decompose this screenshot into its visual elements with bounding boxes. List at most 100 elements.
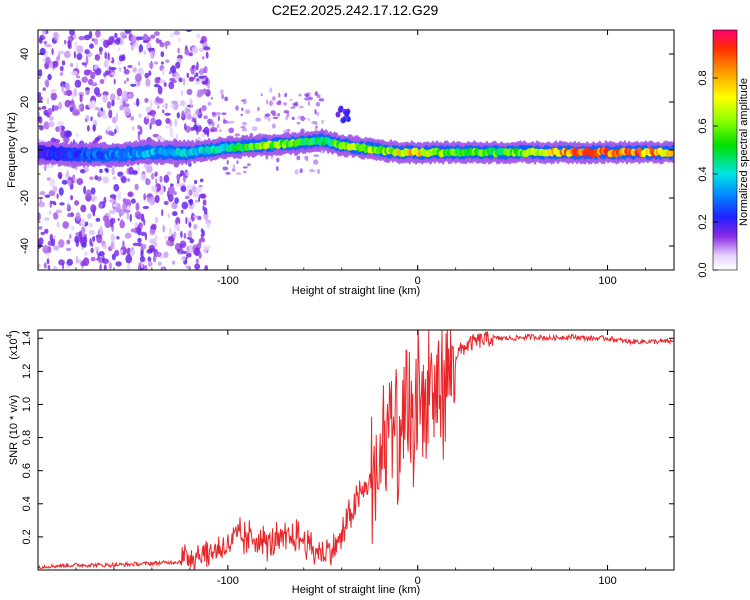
spectrogram-noise-speck <box>58 187 64 196</box>
spectrogram-noise-speck <box>269 87 273 94</box>
spectrogram-noise-speck <box>195 80 201 85</box>
spectrogram-noise-speck <box>154 194 160 204</box>
spectrogram-y-label: Frequency (Hz) <box>6 112 18 188</box>
spectrogram-noise-speck <box>90 187 96 195</box>
spectrogram-noise-speck <box>211 111 216 116</box>
spectrogram-noise-speck <box>62 221 69 229</box>
spectrogram-noise-speck <box>203 66 208 74</box>
snr-plot-area <box>38 330 674 570</box>
spectrogram-noise-speck <box>45 79 50 88</box>
spectrogram-noise-speck <box>194 263 201 270</box>
y-tick-label: -20 <box>19 190 31 206</box>
spectrogram-noise-speck <box>95 30 101 38</box>
spectrogram-noise-speck <box>160 51 165 58</box>
spectrogram-noise-speck <box>138 61 141 66</box>
spectrogram-noise-speck <box>178 36 181 43</box>
spectrogram-noise-speck <box>202 245 208 254</box>
spectrogram-noise-speck <box>207 84 210 89</box>
spectrogram-noise-speck <box>195 199 199 203</box>
spectrogram-noise-speck <box>81 76 88 83</box>
spectrogram-noise-speck <box>199 107 202 114</box>
y-tick-label: 1.4 <box>21 331 33 346</box>
spectrogram-noise-speck <box>122 240 125 250</box>
spectrogram-noise-speck <box>85 221 89 227</box>
spectrogram-noise-speck <box>147 261 153 267</box>
spectrogram-noise-speck <box>142 205 149 210</box>
spectrogram-noise-speck <box>171 64 175 71</box>
spectrogram-noise-speck <box>278 92 281 98</box>
spectrogram-noise-speck <box>43 30 46 37</box>
spectrogram-noise-speck <box>75 133 79 137</box>
spectrogram-noise-speck <box>44 194 51 198</box>
spectrogram-noise-speck <box>53 105 59 111</box>
spectrogram-noise-speck <box>118 67 122 72</box>
spectrogram-noise-speck <box>271 123 276 129</box>
x-tick-label: -100 <box>217 275 239 287</box>
spectrogram-noise-speck <box>83 235 88 245</box>
spectrogram-noise-speck <box>148 70 152 76</box>
spectrogram-noise-speck <box>149 228 156 236</box>
snr-multiplier-close: ) <box>8 330 20 334</box>
snr-series <box>38 330 674 570</box>
spectrogram-noise-speck <box>173 231 177 238</box>
spectrogram-noise-speck <box>45 56 51 64</box>
spectrogram-noise-speck <box>177 248 181 253</box>
spectrogram-noise-speck <box>38 69 43 77</box>
spectrogram-noise-speck <box>158 98 164 104</box>
spectrogram-noise-speck <box>162 68 165 76</box>
spectrogram-noise-speck <box>184 123 187 131</box>
spectrogram-noise-speck <box>123 69 130 75</box>
spectrogram-noise-speck <box>48 121 55 127</box>
spectrogram-noise-speck <box>232 164 236 170</box>
spectrogram-noise-speck <box>299 105 304 109</box>
spectrogram-noise-speck <box>108 261 112 270</box>
spectrogram-noise-speck <box>316 101 319 106</box>
spectrogram-noise-speck <box>185 125 191 133</box>
spectrogram-noise-speck <box>234 133 241 137</box>
spectrogram-noise-speck <box>175 72 180 80</box>
spectrogram-noise-speck <box>267 117 271 122</box>
spectrogram-noise-speck <box>152 254 157 263</box>
spectrogram-noise-speck <box>90 204 97 213</box>
spectrogram-noise-speck <box>191 65 195 69</box>
spectrogram-noise-speck <box>58 101 63 110</box>
spectrogram-noise-speck <box>38 111 41 117</box>
spectrogram-noise-speck <box>161 104 168 108</box>
spectrogram-noise-speck <box>38 36 43 44</box>
spectrogram-noise-speck <box>157 105 160 109</box>
spectrogram-noise-speck <box>225 121 231 124</box>
spectrogram-noise-speck <box>80 169 86 174</box>
spectrogram-noise-speck <box>164 112 171 116</box>
spectrogram-noise-speck <box>67 203 70 211</box>
colorbar-tick-label: 0.0 <box>697 262 709 277</box>
spectrogram-noise-speck <box>70 195 74 201</box>
spectrogram-noise-speck <box>143 218 146 226</box>
spectrogram-noise-speck <box>108 65 111 75</box>
spectrogram-noise-speck <box>43 40 48 45</box>
spectrogram-noise-speck <box>57 50 64 55</box>
snr-multiplier-exp: 4 <box>5 333 14 338</box>
spectrogram-noise-speck <box>114 128 117 134</box>
spectrogram-noise-speck <box>207 101 212 106</box>
spectrogram-noise-speck <box>314 121 318 126</box>
spectrogram-ridge-cell <box>338 105 344 112</box>
spectrogram-noise-speck <box>188 162 192 167</box>
spectrogram-noise-speck <box>313 154 320 157</box>
x-tick-label: 0 <box>415 275 421 287</box>
spectrogram-noise-speck <box>74 79 82 88</box>
spectrogram-noise-speck <box>163 251 169 258</box>
spectrogram-noise-speck <box>47 265 51 270</box>
spectrogram-noise-speck <box>174 118 178 127</box>
spectrogram-noise-speck <box>76 61 79 70</box>
snr-x-ticks: -100 0 100 <box>37 330 646 587</box>
spectrogram-noise-speck <box>151 223 157 230</box>
spectrogram-noise-speck <box>170 104 175 109</box>
spectrogram-noise-speck <box>264 113 271 117</box>
spectrogram-noise-speck <box>69 106 74 113</box>
spectrogram-noise-speck <box>137 132 141 142</box>
spectrogram-noise-speck <box>193 124 199 131</box>
spectrogram-noise-speck <box>159 79 166 84</box>
spectrogram-noise-speck <box>98 46 103 53</box>
spectrogram-noise-speck <box>289 98 293 101</box>
spectrogram-noise-speck <box>171 80 177 83</box>
